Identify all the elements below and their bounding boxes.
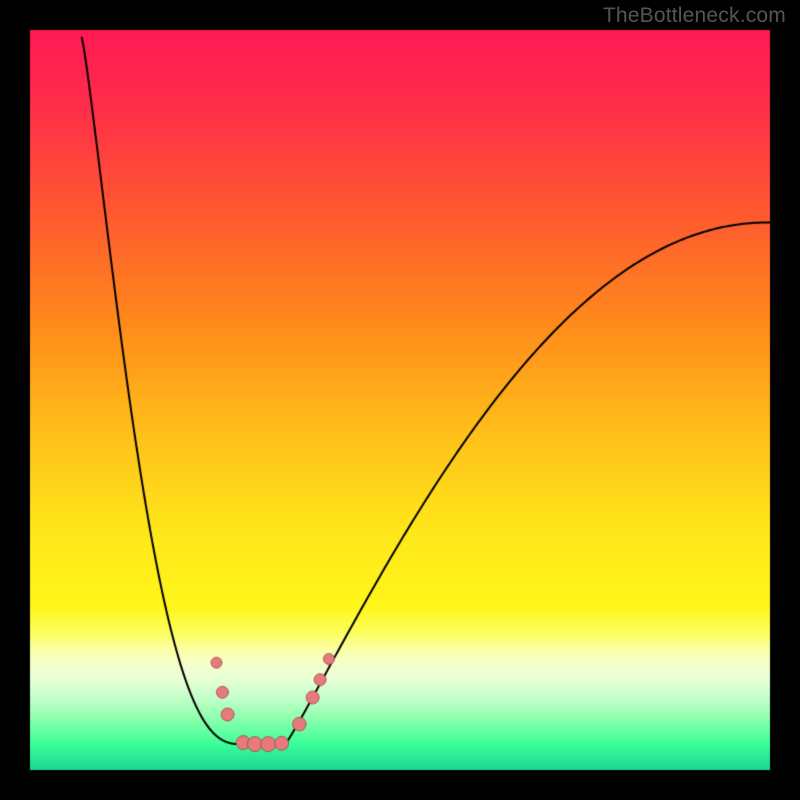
chart-canvas [0, 0, 800, 800]
chart-stage: TheBottleneck.com [0, 0, 800, 800]
watermark-label: TheBottleneck.com [603, 4, 786, 28]
chart-canvas-wrap [0, 0, 800, 800]
